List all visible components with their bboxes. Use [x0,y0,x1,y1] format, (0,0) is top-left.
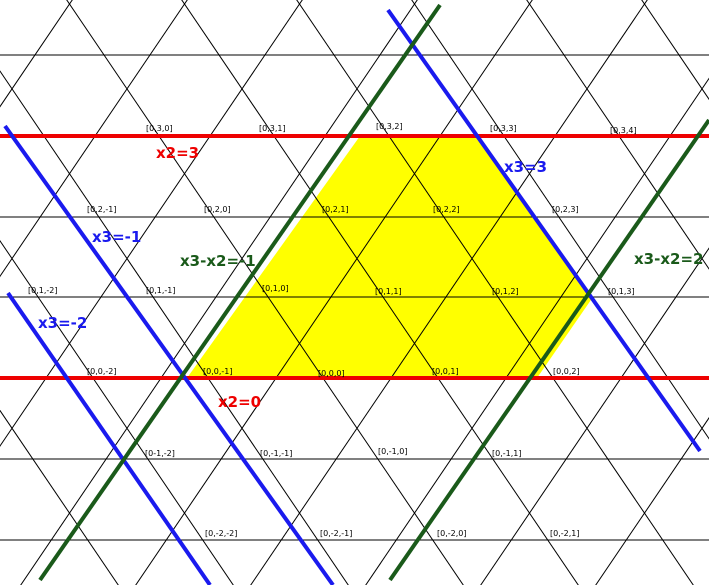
vertex-label: [0,3,2] [376,122,403,131]
x3-minus-x2-equals-minus1-label: x3-x2=-1 [180,252,256,270]
vertex-label: [0,-1,1] [492,449,521,458]
x2-equals-3-label: x2=3 [156,144,199,162]
x3-minus-x2-equals-2-line [388,118,709,582]
x3-equals-3-label: x3=3 [504,158,547,176]
vertex-label: [0,2,-1] [87,205,116,214]
vertex-label: [0,1,3] [608,287,635,296]
line-labels: x2=3 x2=0 x3=3 x3=-1 x3=-2 x3-x2=-1 x3-x… [38,144,703,411]
feasible-region [187,136,593,378]
vertex-label: [0,0,-1] [203,367,232,376]
vertex-label: [0,0,-2] [87,367,116,376]
x2-equals-0-label: x2=0 [218,393,261,411]
x3-minus-x2-equals-minus1-line [38,3,442,582]
vertex-labels: [0,3,0] [0,3,1] [0,3,2] [0,3,3] [0,3,4] … [28,122,637,538]
vertex-label: [0,1,1] [375,287,402,296]
vertex-label: [0,2,0] [204,205,231,214]
vertex-label: [0,1,2] [492,287,519,296]
vertex-label: [0,1,-2] [28,286,57,295]
vertex-label: [0,-2,-2] [205,529,237,538]
vertex-label: [0,0,2] [553,367,580,376]
vertex-label: [0,-2,0] [437,529,466,538]
vertex-label: [0,2,2] [433,205,460,214]
vertex-label: [0,-2,1] [550,529,579,538]
vertex-label: [0,0,0] [318,369,345,378]
vertex-label: [0,3,1] [259,124,286,133]
x3-minus-x2-equals-2-label: x3-x2=2 [634,250,703,268]
vertex-label: [0-1,-2] [145,449,175,458]
vertex-label: [0,2,1] [322,205,349,214]
vertex-label: [0,1,-1] [146,286,175,295]
vertex-label: [0,3,0] [146,124,173,133]
vertex-label: [0,1,0] [262,284,289,293]
x3-equals-3-line [386,8,702,453]
vertex-label: [0,-1,0] [378,447,407,456]
vertex-label: [0,3,4] [610,126,637,135]
vertex-label: [0,3,3] [490,124,517,133]
x3-equals-minus1-label: x3=-1 [92,228,141,246]
x3-equals-minus2-label: x3=-2 [38,314,87,332]
x3-equals-minus2-line [6,291,212,585]
vertex-label: [0,-2,-1] [320,529,352,538]
x3-equals-minus1-line [3,124,335,585]
vertex-label: [0,0,1] [432,367,459,376]
vertex-label: [0,-1,-1] [260,449,292,458]
vertex-label: [0,2,3] [552,205,579,214]
